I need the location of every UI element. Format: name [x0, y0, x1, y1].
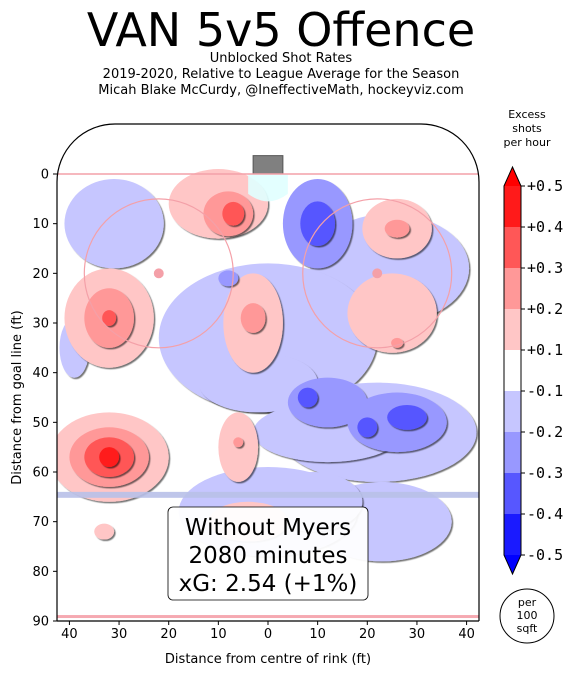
- colorbar-segment-3: [504, 391, 521, 432]
- y-tick-label: 0: [41, 168, 49, 183]
- colorbar-title-line: per hour: [504, 136, 551, 149]
- chart-subtitle-2: 2019-2020, Relative to League Average fo…: [102, 67, 460, 82]
- y-tick-label: 20: [32, 267, 49, 282]
- colorbar-tick-label: +0.2: [527, 300, 563, 318]
- x-tick-label: 10: [309, 627, 326, 642]
- colorbar-title-line: Excess: [508, 108, 546, 121]
- centre-line: [57, 615, 479, 619]
- heat-region-26: [240, 303, 266, 333]
- heat-region-34: [222, 201, 245, 226]
- heat-region-37: [99, 447, 120, 468]
- heat-region-14: [347, 273, 437, 353]
- colorbar-extend-low: [504, 555, 521, 574]
- colorbar-segment-2: [504, 432, 521, 473]
- heat-region-29: [233, 437, 244, 448]
- x-tick-label: 20: [160, 627, 177, 642]
- colorbar-extend-high: [504, 167, 521, 186]
- annotation-line: xG: 2.54 (+1%): [179, 571, 358, 597]
- y-tick-label: 80: [32, 565, 49, 580]
- colorbar-segment-7: [504, 227, 521, 268]
- axes: 40 30 20 10 0 10 20 30 40 0 10 20 30 40 50 60 70 80 90 Dist…: [10, 168, 475, 668]
- goal-net: [252, 155, 284, 175]
- colorbar-segment-8: [504, 186, 521, 227]
- x-tick-label: 20: [359, 627, 376, 642]
- y-tick-label: 50: [32, 416, 49, 431]
- annotation-box: [167, 506, 369, 601]
- x-tick-label: 10: [210, 627, 227, 642]
- faceoff-circle-0: [83, 198, 234, 349]
- heat-region-27: [391, 337, 404, 348]
- y-tick-label: 40: [32, 366, 49, 381]
- y-tick-label: 10: [32, 217, 49, 232]
- heat-region-18: [94, 523, 115, 540]
- colorbar-segment-5: [504, 309, 521, 350]
- faceoff-dot-0: [153, 268, 164, 279]
- heat-region-35: [102, 310, 117, 326]
- colorbar-tick-label: +0.3: [527, 259, 563, 277]
- blue-line: [57, 491, 479, 498]
- colorbar-tick-label: -0.3: [527, 464, 563, 482]
- annotation-line: Without Myers: [185, 515, 351, 541]
- colorbar-tick-label: +0.1: [527, 341, 563, 359]
- colorbar: -0.5 -0.4 -0.3 -0.2 -0.1 +0.1 +0.2 +0.3 +0.4 +0.5…: [499, 108, 563, 644]
- chart-title: VAN 5v5 Offence: [86, 3, 476, 57]
- chart-subtitle-3: Micah Blake McCurdy, @IneffectiveMath, h…: [98, 83, 464, 98]
- x-tick-label: 30: [409, 627, 426, 642]
- heat-region-31: [297, 387, 318, 408]
- unit-badge-line: per: [518, 596, 537, 609]
- colorbar-title-line: shots: [512, 122, 542, 135]
- x-tick-label: 40: [458, 627, 475, 642]
- unit-badge-line: 100: [517, 609, 538, 622]
- colorbar-tick-label: -0.2: [527, 423, 563, 441]
- colorbar-segment-4: [504, 350, 521, 391]
- chart-subtitle-1: Unblocked Shot Rates: [209, 51, 353, 66]
- faceoff-circle-1: [302, 198, 453, 349]
- y-tick-label: 70: [32, 515, 49, 530]
- x-tick-label: 0: [264, 627, 272, 642]
- heat-region-8: [64, 178, 164, 269]
- y-tick-label: 60: [32, 466, 49, 481]
- colorbar-tick-label: -0.5: [527, 546, 563, 564]
- colorbar-segment-0: [504, 514, 521, 555]
- x-axis-label: Distance from centre of rink (ft): [165, 652, 371, 667]
- colorbar-tick-label: -0.4: [527, 505, 563, 523]
- heat-region-24: [384, 219, 410, 238]
- x-tick-label: 40: [61, 627, 78, 642]
- goal-crease: [248, 174, 288, 202]
- colorbar-tick-label: +0.4: [527, 218, 563, 236]
- heat-region-2: [198, 352, 318, 413]
- y-tick-label: 90: [32, 615, 49, 630]
- x-tick-label: 30: [111, 627, 128, 642]
- faceoff-dot-1: [372, 268, 383, 279]
- unit-badge: [499, 588, 555, 644]
- heat-region-30: [300, 201, 336, 247]
- colorbar-segment-1: [504, 473, 521, 514]
- heat-region-22: [218, 270, 239, 287]
- colorbar-tick-label: -0.1: [527, 382, 563, 400]
- colorbar-tick-label: +0.5: [527, 177, 563, 195]
- heat-region-33: [357, 417, 378, 438]
- y-axis-label: Distance from goal line (ft): [10, 310, 25, 484]
- y-tick-label: 30: [32, 317, 49, 332]
- annotation-line: 2080 minutes: [189, 543, 348, 569]
- unit-badge-line: sqft: [517, 622, 538, 635]
- heat-region-32: [387, 404, 427, 430]
- colorbar-segment-6: [504, 268, 521, 309]
- rink-border: [56, 123, 480, 621]
